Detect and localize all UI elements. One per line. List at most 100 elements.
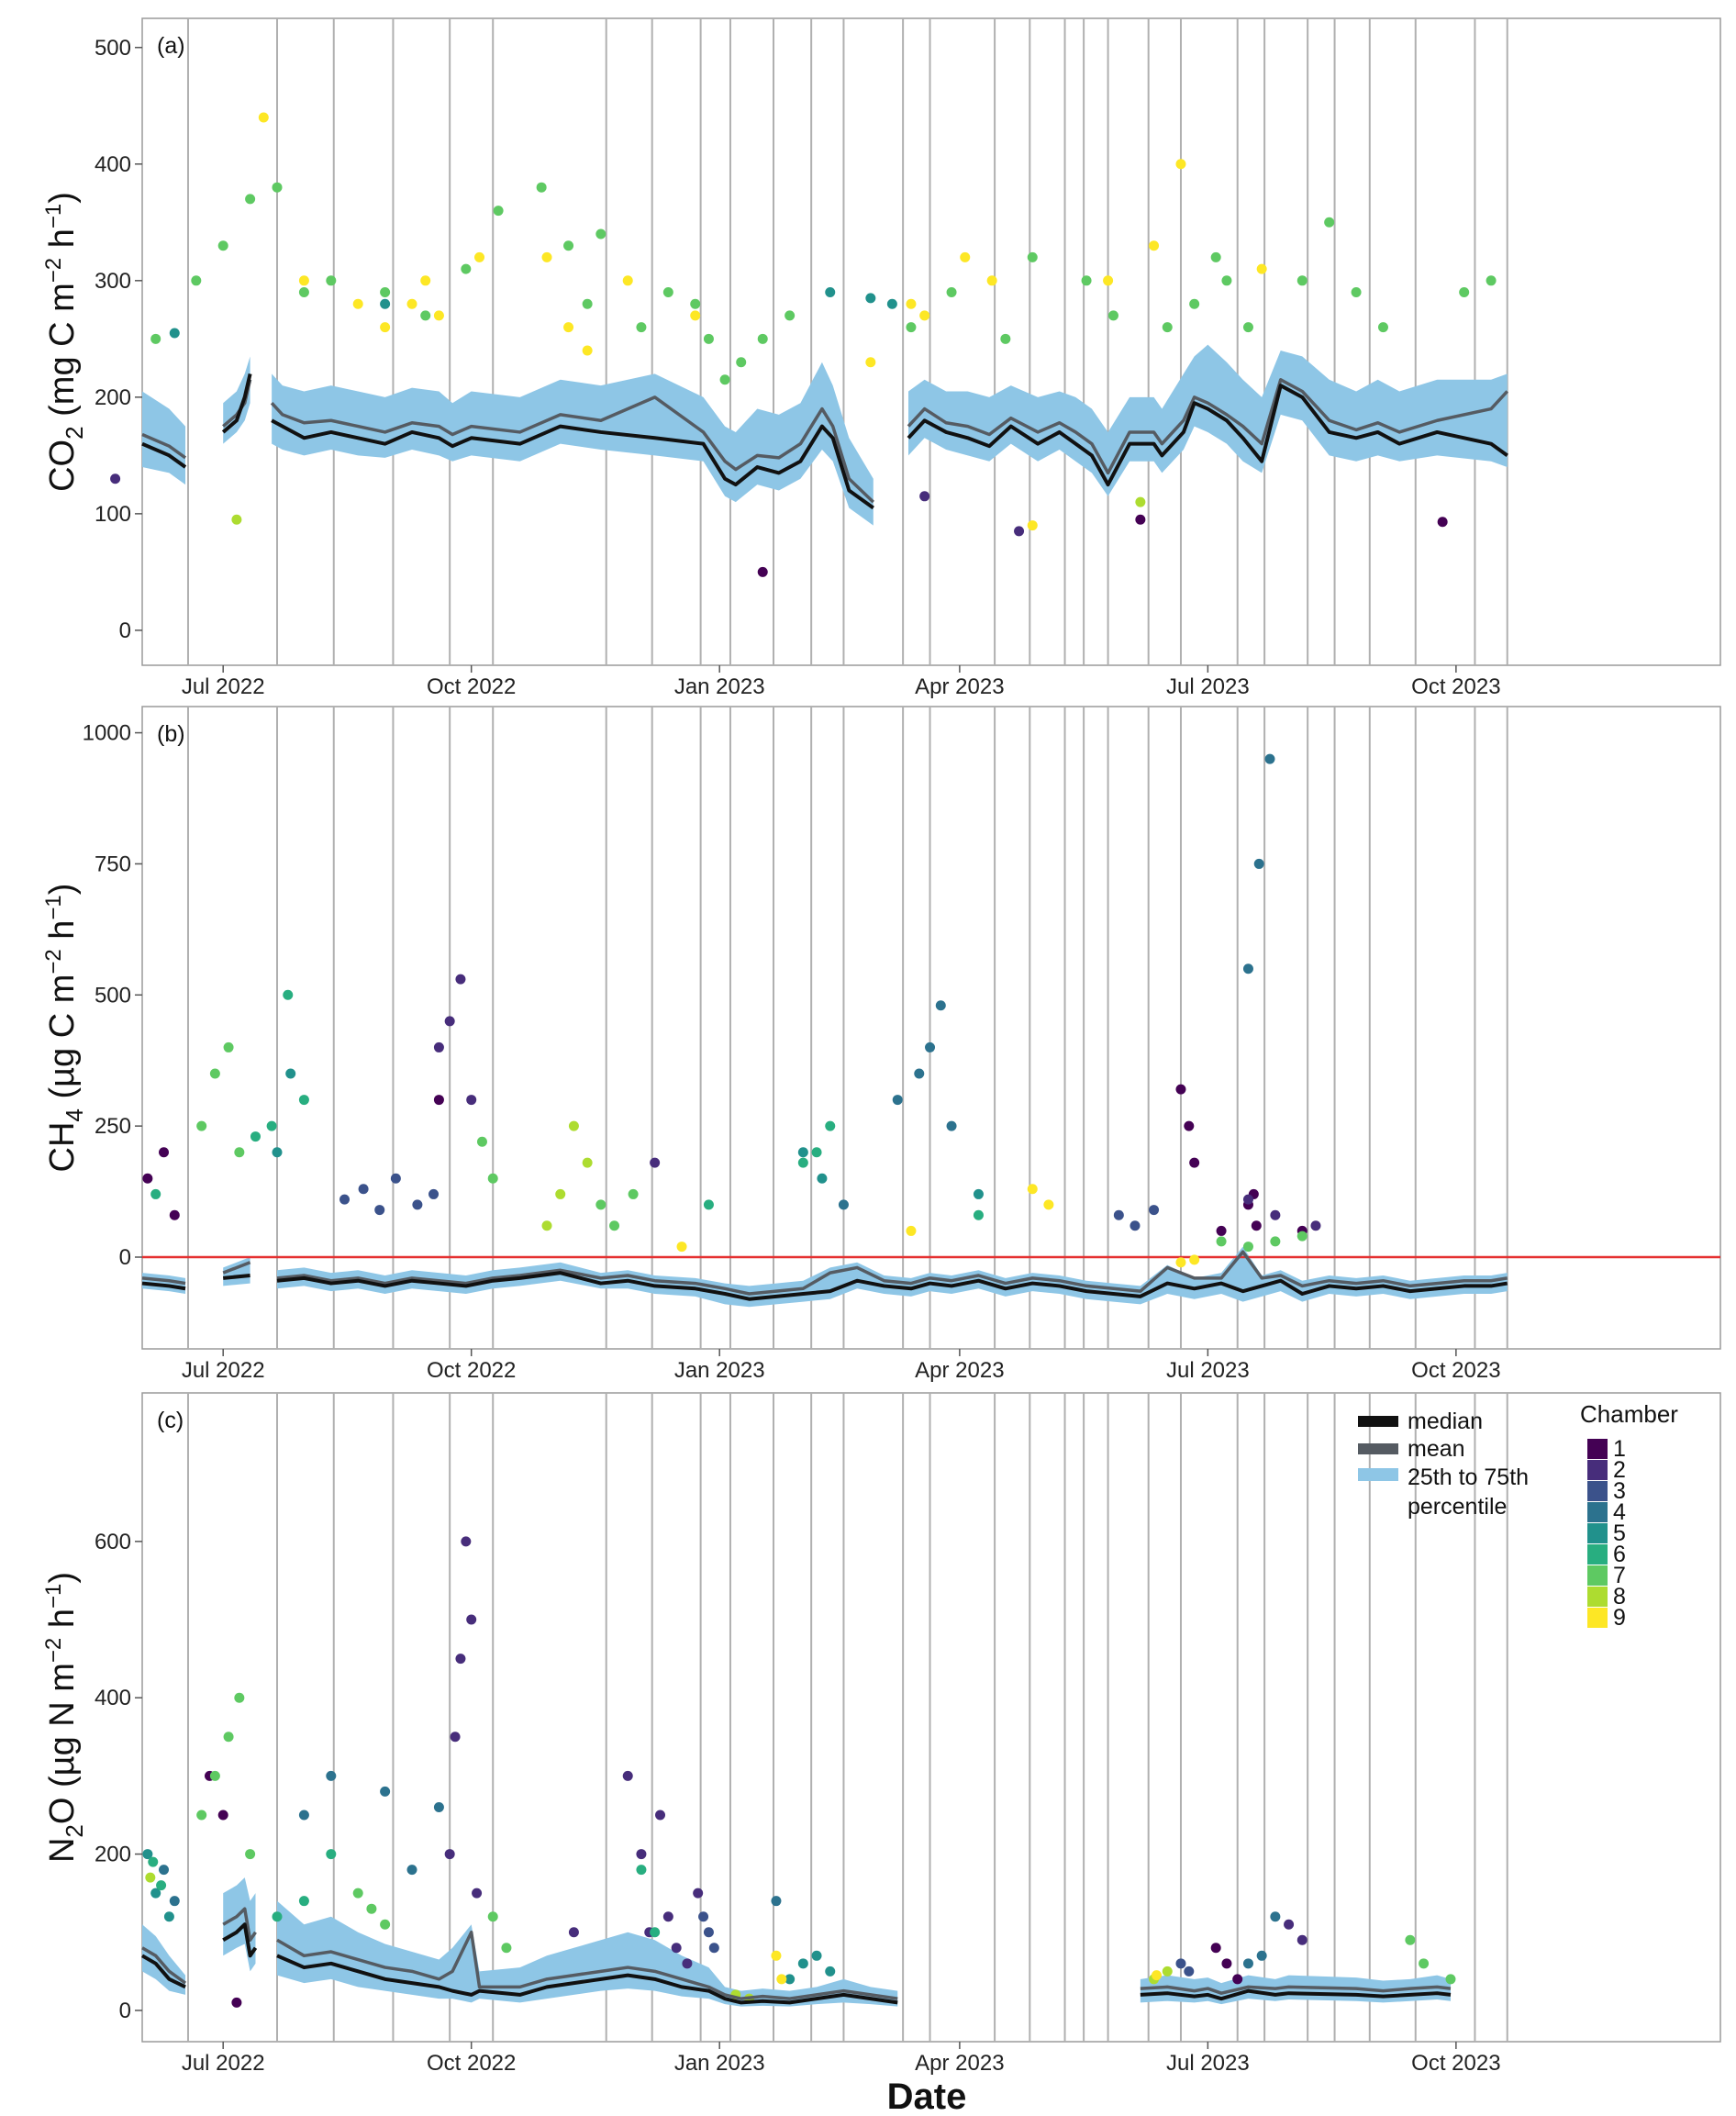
x-tick-label: Oct 2022: [427, 674, 516, 699]
data-point-chamber-7: [217, 240, 228, 251]
data-point-chamber-1: [1232, 1974, 1243, 1985]
data-point-chamber-2: [1270, 1209, 1281, 1220]
data-point-chamber-7: [1027, 251, 1038, 262]
data-point-chamber-7: [609, 1220, 620, 1231]
data-point-chamber-7: [501, 1943, 512, 1954]
data-point-chamber-3: [1175, 1958, 1186, 1969]
data-point-chamber-7: [1081, 275, 1092, 286]
legend-chamber-label-5: 5: [1613, 1520, 1626, 1546]
data-point-chamber-7: [223, 1041, 234, 1052]
data-point-chamber-7: [487, 1911, 498, 1922]
data-point-chamber-7: [272, 182, 283, 193]
mean-line: [270, 395, 874, 504]
data-point-chamber-2: [1284, 1919, 1295, 1930]
data-point-chamber-7: [703, 333, 714, 344]
data-point-chamber-3: [1149, 1205, 1160, 1216]
data-point-chamber-5: [825, 1966, 836, 1977]
data-point-chamber-4: [838, 1199, 849, 1210]
data-point-chamber-4: [925, 1041, 936, 1052]
legend-iqr-label-2: percentile: [1408, 1494, 1507, 1520]
data-point-chamber-7: [209, 1770, 220, 1781]
legend-mean-label: mean: [1408, 1436, 1465, 1462]
iqr-ribbon: [908, 344, 1508, 496]
legend-chamber-label-3: 3: [1613, 1478, 1626, 1504]
x-tick-label: Oct 2022: [427, 2051, 516, 2076]
data-point-chamber-7: [636, 322, 647, 333]
data-point-chamber-9: [906, 1225, 917, 1236]
data-point-chamber-6: [703, 1199, 714, 1210]
data-point-chamber-7: [1210, 251, 1221, 262]
data-point-chamber-7: [476, 1136, 487, 1147]
data-point-chamber-9: [1175, 1257, 1186, 1268]
data-point-chamber-7: [1405, 1934, 1416, 1945]
data-point-chamber-9: [582, 345, 593, 356]
data-point-chamber-7: [461, 263, 472, 274]
x-tick-label: Oct 2023: [1411, 2051, 1500, 2076]
x-tick-label: Oct 2022: [427, 1358, 516, 1383]
data-point-chamber-7: [946, 287, 957, 298]
data-point-chamber-5: [150, 1888, 161, 1899]
data-point-chamber-7: [628, 1188, 639, 1199]
x-tick-label: Apr 2023: [915, 1358, 1004, 1383]
y-axis-label: CO2 (mg C m−2 h−1): [41, 192, 88, 492]
y-tick-label: 400: [95, 152, 131, 177]
data-point-chamber-9: [676, 1242, 687, 1253]
iqr-ribbon: [272, 362, 874, 526]
data-point-chamber-3: [1113, 1209, 1124, 1220]
data-point-chamber-1: [1184, 1120, 1195, 1131]
data-point-chamber-3: [358, 1184, 369, 1195]
data-point-chamber-5: [865, 293, 876, 304]
data-point-chamber-7: [1270, 1236, 1281, 1247]
legend-chamber-label-2: 2: [1613, 1457, 1626, 1483]
data-point-chamber-5: [272, 1147, 283, 1158]
data-point-chamber-7: [906, 322, 917, 333]
median-line: [141, 1281, 186, 1291]
mean-line: [1140, 1985, 1452, 1995]
data-point-chamber-1: [1189, 1157, 1200, 1168]
data-point-chamber-7: [234, 1692, 245, 1703]
data-point-chamber-9: [622, 275, 633, 286]
data-point-chamber-7: [326, 275, 337, 286]
data-point-chamber-4: [1270, 1911, 1281, 1922]
data-point-chamber-4: [169, 1896, 180, 1907]
plot-frame: [141, 706, 1721, 1350]
data-point-chamber-4: [380, 1786, 391, 1797]
data-point-chamber-9: [1103, 275, 1114, 286]
x-tick-label: Jul 2023: [1166, 1358, 1250, 1383]
data-point-chamber-1: [159, 1147, 170, 1158]
data-point-chamber-6: [250, 1131, 261, 1142]
y-tick-label: 400: [95, 1686, 131, 1710]
data-point-chamber-1: [1175, 1084, 1186, 1095]
data-point-chamber-2: [1310, 1220, 1321, 1231]
median-line: [141, 441, 187, 469]
x-tick-label: Apr 2023: [915, 2051, 1004, 2076]
data-point-chamber-9: [1027, 1184, 1038, 1195]
data-point-chamber-9: [433, 310, 444, 321]
data-point-chamber-9: [352, 298, 363, 309]
data-point-chamber-2: [919, 491, 930, 502]
panel-label: (c): [157, 1408, 184, 1433]
mean-line: [276, 1250, 1508, 1296]
data-point-chamber-4: [159, 1865, 170, 1876]
data-point-chamber-7: [1296, 1231, 1308, 1242]
data-point-chamber-6: [811, 1147, 822, 1158]
data-point-chamber-1: [169, 1209, 180, 1220]
data-point-chamber-2: [655, 1810, 666, 1821]
data-point-chamber-3: [374, 1205, 385, 1216]
y-tick-label: 0: [119, 618, 131, 643]
data-point-chamber-2: [682, 1958, 693, 1969]
data-point-chamber-3: [339, 1194, 351, 1205]
legend-chamber-swatch-5: [1587, 1523, 1608, 1543]
data-point-chamber-5: [285, 1068, 296, 1079]
data-point-chamber-6: [825, 1120, 836, 1131]
data-point-chamber-9: [906, 298, 917, 309]
data-point-chamber-7: [223, 1732, 234, 1743]
data-point-chamber-6: [148, 1856, 159, 1867]
data-point-chamber-2: [461, 1536, 472, 1547]
data-point-chamber-7: [1445, 1974, 1456, 1985]
data-point-chamber-7: [1000, 333, 1011, 344]
median-line: [271, 418, 874, 510]
data-point-chamber-5: [142, 1849, 153, 1860]
data-point-chamber-4: [1242, 1958, 1253, 1969]
